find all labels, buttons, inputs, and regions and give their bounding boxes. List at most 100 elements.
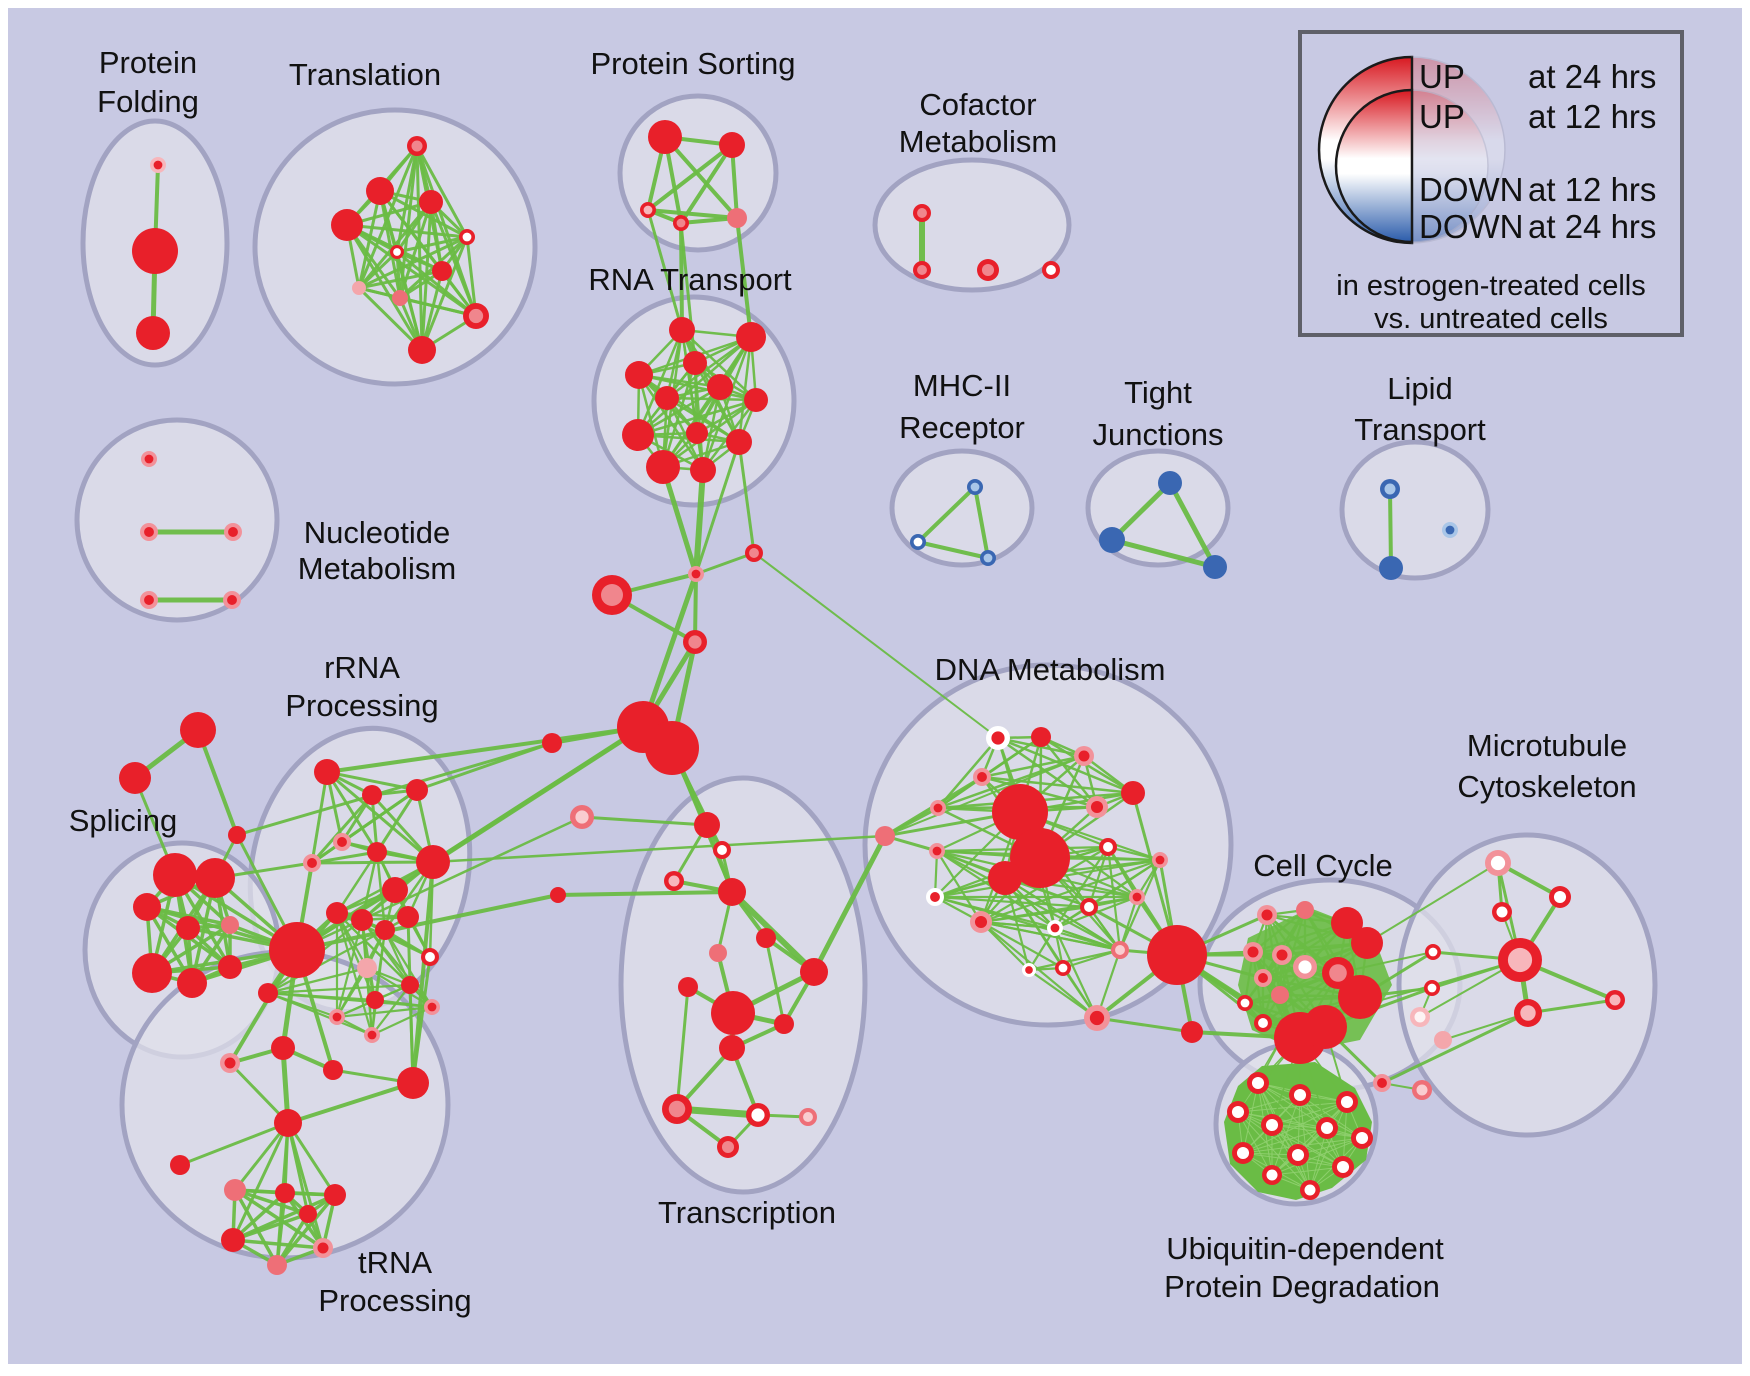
gene-node <box>1099 527 1125 553</box>
gene-node-center <box>1046 265 1056 275</box>
gene-node-center <box>307 858 317 868</box>
gene-node-center <box>1247 946 1259 958</box>
legend-time-label: at 24 hrs <box>1528 208 1656 245</box>
gene-node-center <box>643 205 653 215</box>
gene-node <box>397 1067 429 1099</box>
gene-node <box>625 361 653 389</box>
gene-node-center <box>933 803 943 813</box>
gene-node <box>709 944 727 962</box>
cluster-shape-microtubule-cytoskeleton <box>1396 832 1658 1138</box>
gene-node-center <box>1340 1095 1354 1109</box>
cluster-label-trna-processing: Processing <box>318 1283 471 1318</box>
gene-node <box>180 712 216 748</box>
cluster-label-tight-junctions: Tight <box>1124 375 1192 410</box>
cluster-label-protein-folding: Folding <box>97 84 199 119</box>
gene-node <box>269 922 325 978</box>
gene-node <box>397 906 419 928</box>
gene-node-center <box>144 454 154 464</box>
gene-node-center <box>1084 902 1094 912</box>
gene-node <box>323 1060 343 1080</box>
gene-node-center <box>1025 966 1033 974</box>
gene-node-center <box>1329 964 1347 982</box>
gene-node-center <box>668 1100 686 1118</box>
gene-node-center <box>1428 947 1438 957</box>
gene-node-center <box>1265 1118 1279 1132</box>
gene-node-center <box>717 845 727 855</box>
gene-node <box>719 1035 745 1061</box>
gene-node <box>800 958 828 986</box>
gene-node-center <box>224 1057 236 1069</box>
labels-layer: Protein Folding Translation Protein Sorting… <box>69 45 1637 1318</box>
gene-node-center <box>462 232 472 242</box>
gene-node-center <box>991 731 1005 745</box>
gene-node-center <box>575 810 589 824</box>
legend-direction-label: DOWN <box>1419 208 1523 245</box>
gene-node <box>136 316 170 350</box>
gene-node <box>416 845 450 879</box>
gene-node <box>1203 555 1227 579</box>
gene-node <box>992 784 1048 840</box>
gene-node <box>401 976 419 994</box>
gene-node-center <box>1115 945 1125 955</box>
gene-node-center <box>1416 1084 1428 1096</box>
gene-node <box>988 861 1022 895</box>
cluster-label-protein-sorting: Protein Sorting <box>590 46 795 81</box>
gene-node <box>221 916 239 934</box>
cluster-label-dna-metabolism: DNA Metabolism <box>935 652 1166 687</box>
cluster-label-cofactor-metabolism: Cofactor <box>919 87 1036 122</box>
gene-node-center <box>1336 1160 1350 1174</box>
gene-node-center <box>1266 1169 1278 1181</box>
gene-node <box>678 977 698 997</box>
gene-node-center <box>1251 1076 1265 1090</box>
gene-node-center <box>1553 890 1567 904</box>
cluster-label-mhc-ii-receptor: Receptor <box>899 410 1025 445</box>
gene-node-center <box>1320 1121 1334 1135</box>
gene-node <box>362 785 382 805</box>
gene-node <box>224 1179 246 1201</box>
gene-node-center <box>332 1012 342 1022</box>
gene-node-center <box>1258 973 1268 983</box>
gene-node <box>1158 471 1182 495</box>
gene-node-center <box>1058 963 1068 973</box>
gene-node-center <box>1304 1184 1316 1196</box>
gene-node-center <box>1050 923 1060 933</box>
gene-node <box>132 228 178 274</box>
gene-node-center <box>1231 1105 1245 1119</box>
gene-node <box>683 351 707 375</box>
gene-node-center <box>983 553 993 563</box>
gene-node-center <box>668 875 680 887</box>
gene-node-center <box>721 1140 735 1154</box>
gene-node <box>352 281 366 295</box>
gene-node-center <box>930 892 940 902</box>
gene-node-center <box>1384 483 1396 495</box>
gene-node <box>176 916 200 940</box>
cluster-shape-cofactor-metabolism <box>872 157 1072 293</box>
gene-node-center <box>367 1030 377 1040</box>
gene-node-center <box>337 837 347 847</box>
gene-node <box>221 1228 245 1252</box>
gene-node-center <box>1377 1078 1387 1088</box>
gene-node <box>382 877 408 903</box>
gene-node <box>727 208 747 228</box>
gene-node <box>331 209 363 241</box>
gene-node <box>274 1109 302 1137</box>
gene-node-center <box>1490 855 1506 871</box>
gene-node <box>542 733 562 753</box>
gene-node <box>707 374 733 400</box>
gene-node <box>711 991 755 1035</box>
cluster-label-rrna-processing: Processing <box>285 688 438 723</box>
cluster-label-translation: Translation <box>289 57 441 92</box>
gene-node <box>1181 1021 1203 1043</box>
gene-node <box>744 388 768 412</box>
gene-node <box>408 336 436 364</box>
gene-node-center <box>749 548 759 558</box>
gene-node <box>119 762 151 794</box>
legend-circle-12h-right-half <box>1411 89 1489 243</box>
cluster-label-cell-cycle: Cell Cycle <box>1253 848 1393 883</box>
gene-node-center <box>932 846 942 856</box>
gene-node <box>1271 986 1289 1004</box>
gene-node-center <box>1078 750 1090 762</box>
cluster-shape-mhc-ii-receptor <box>889 448 1035 568</box>
